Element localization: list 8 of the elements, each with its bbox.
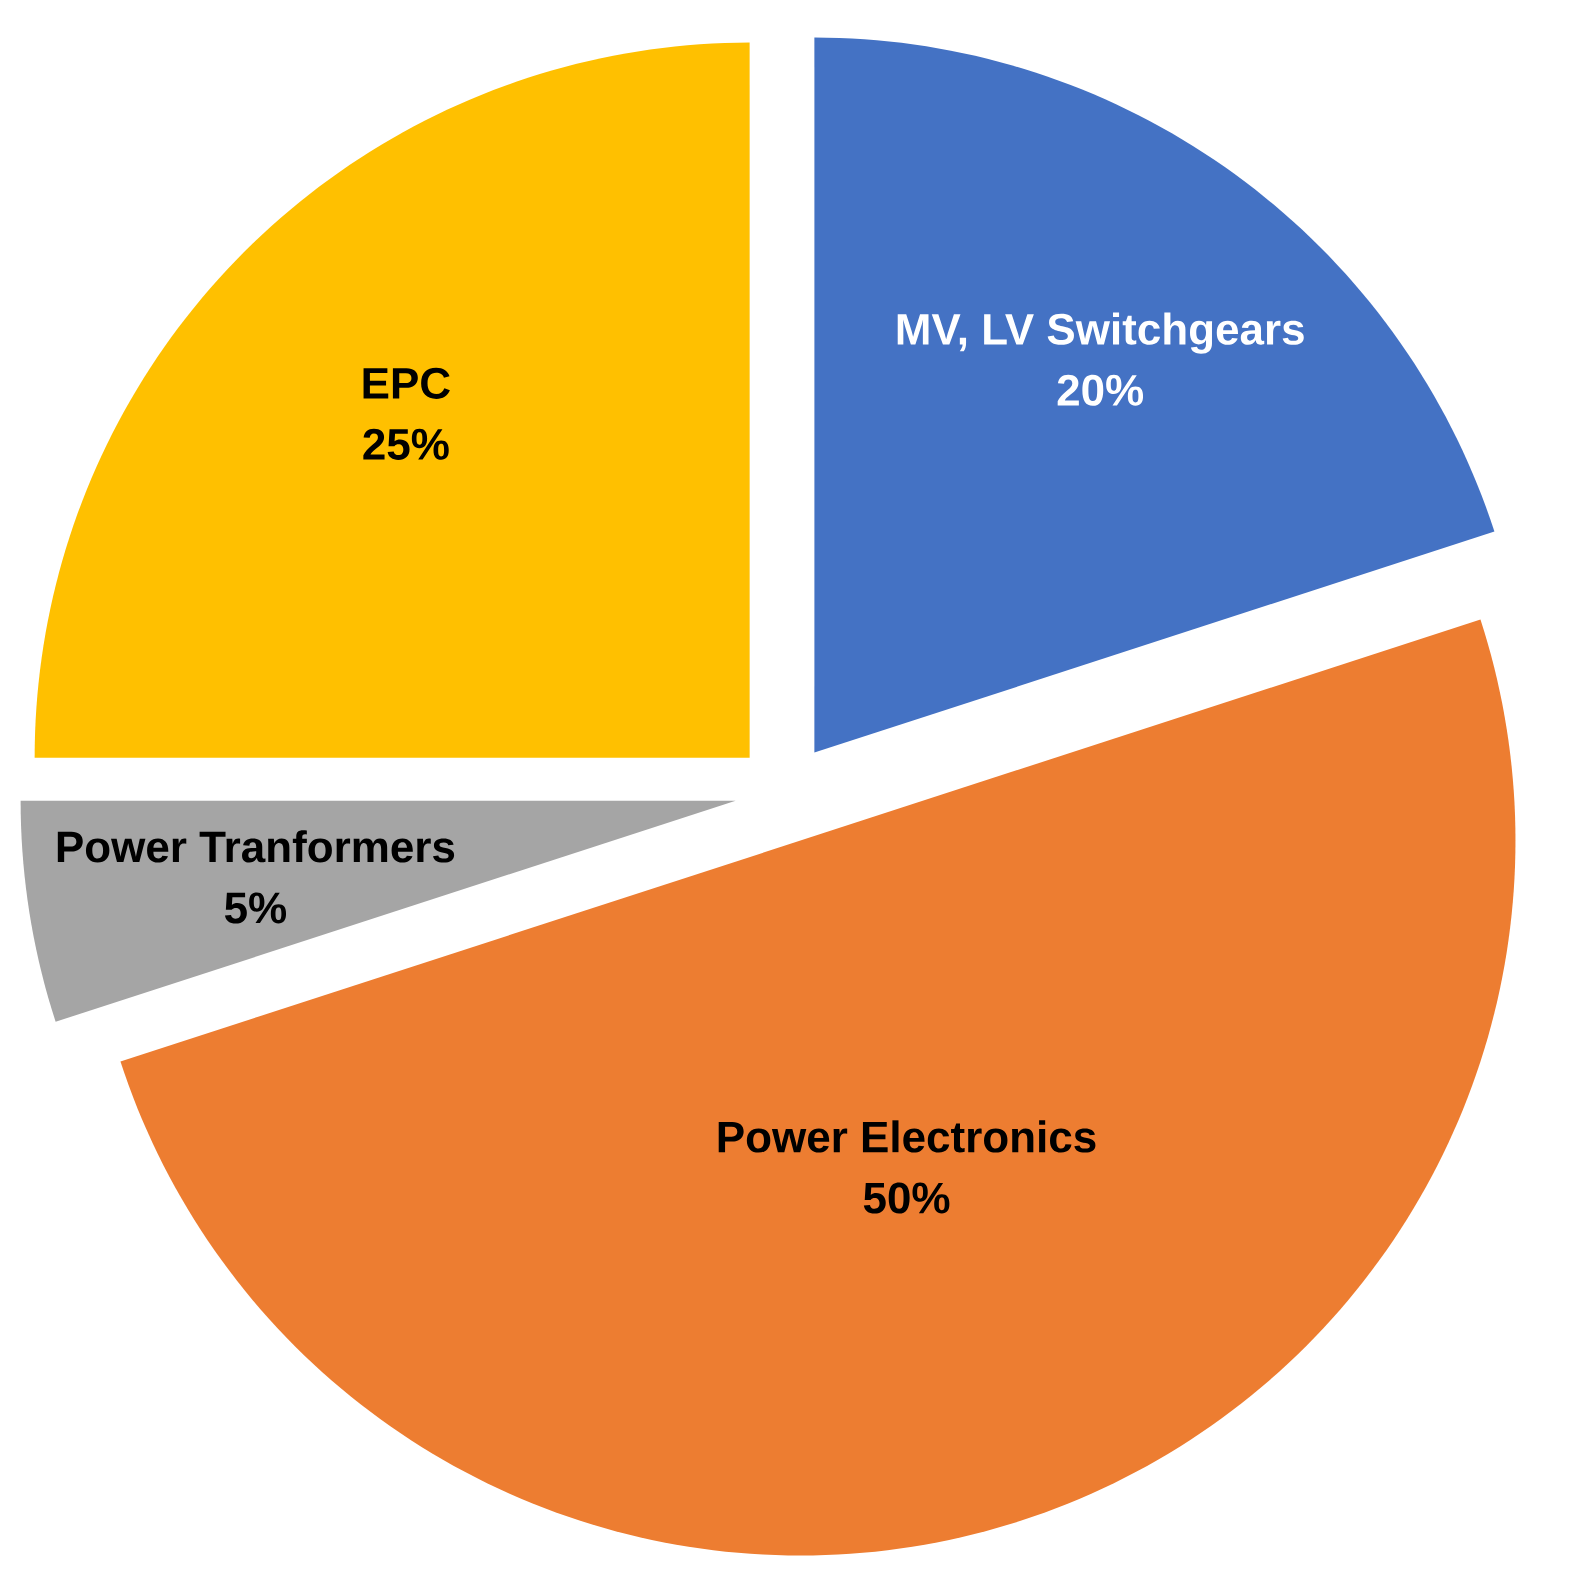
slice-label: Power Tranformers: [57, 830, 455, 863]
data-label: 5%: [224, 892, 287, 924]
slice-label: MV, LV Switchgears: [897, 312, 1304, 354]
slice-label: EPC: [363, 367, 450, 399]
slice-label: Power Electronics: [718, 1120, 1096, 1153]
data-label: 25%: [363, 428, 449, 460]
data-label: 50%: [863, 1182, 950, 1214]
data-label: 20%: [1057, 374, 1144, 406]
